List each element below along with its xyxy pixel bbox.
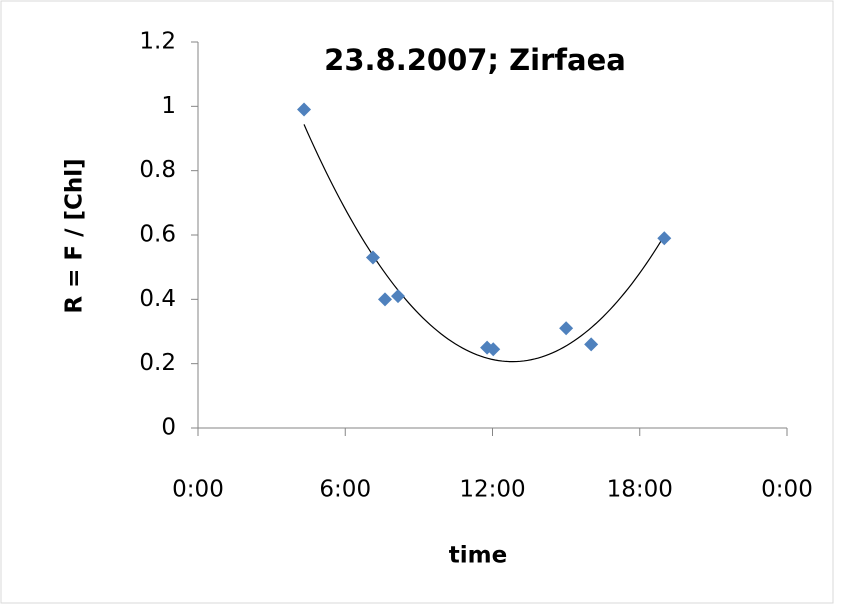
trendline — [303, 124, 665, 363]
y-tick-label: 0.2 — [139, 350, 176, 376]
chart-title: 23.8.2007; Zirfaea — [324, 43, 626, 77]
chart-frame — [0, 0, 834, 604]
y-tick-label: 0.6 — [139, 222, 176, 248]
marker — [559, 321, 574, 336]
y-axis-label: R = F / [Chl] — [62, 158, 88, 313]
marker — [378, 292, 393, 307]
y-tick-label: 0.8 — [139, 157, 176, 183]
x-tick-label: 0:00 — [761, 477, 813, 503]
x-tick-label: 18:00 — [607, 477, 673, 503]
x-axis-label: time — [449, 543, 507, 569]
x-tick-label: 6:00 — [319, 477, 371, 503]
marker — [365, 250, 380, 265]
marker — [657, 231, 672, 246]
x-tick-label: 0:00 — [172, 477, 224, 503]
y-tick-label: 0.4 — [139, 286, 176, 312]
marker — [297, 102, 312, 117]
marker — [391, 289, 406, 304]
x-tick-label: 12:00 — [459, 477, 525, 503]
marker — [584, 337, 599, 352]
marker — [486, 342, 501, 357]
y-tick-label: 1.2 — [139, 29, 176, 55]
y-tick-label: 1 — [161, 93, 176, 119]
y-tick-label: 0 — [161, 415, 176, 441]
